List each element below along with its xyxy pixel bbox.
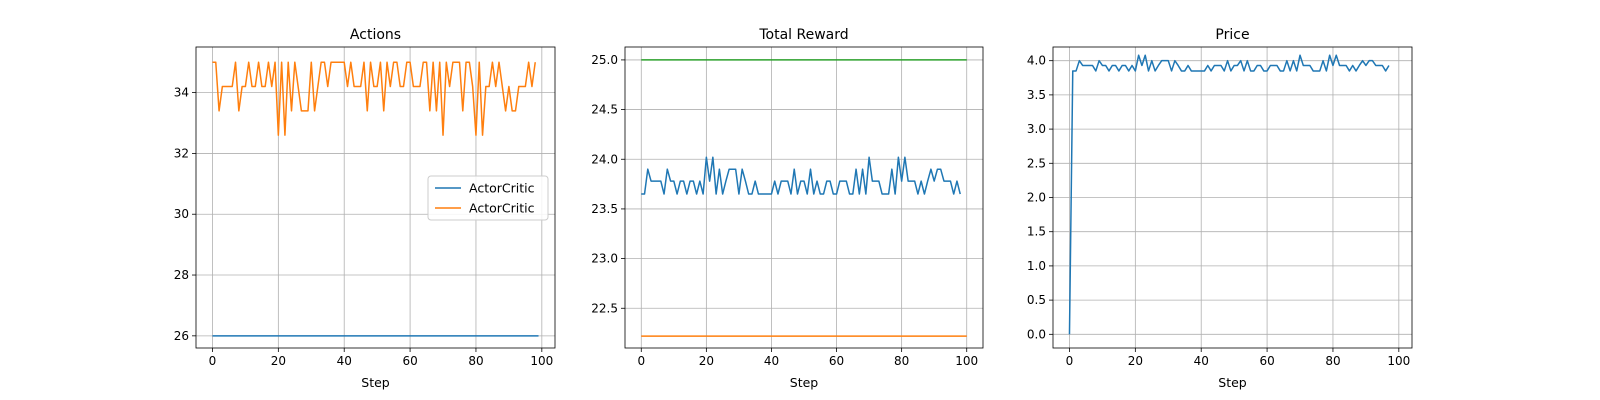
chart-title: Price — [1215, 27, 1249, 43]
y-tick-label: 34 — [174, 86, 189, 100]
x-tick-label: 80 — [894, 354, 909, 368]
y-tick-label: 22.5 — [591, 301, 618, 315]
y-tick-label: 1.5 — [1027, 225, 1046, 239]
x-tick-label: 40 — [764, 354, 779, 368]
x-tick-label: 40 — [1194, 354, 1209, 368]
y-tick-label: 3.5 — [1027, 88, 1046, 102]
legend-box — [427, 175, 549, 221]
series-line-2 — [212, 61, 536, 136]
x-tick-label: 0 — [209, 354, 217, 368]
series-line-1 — [1068, 54, 1390, 335]
y-tick-label: 2.0 — [1027, 191, 1046, 205]
x-tick-label: 100 — [955, 354, 978, 368]
x-axis-label: Step — [361, 375, 390, 390]
chart-title: Total Reward — [758, 27, 848, 43]
x-tick-label: 60 — [1259, 354, 1274, 368]
x-tick-label: 40 — [337, 354, 352, 368]
x-tick-label: 0 — [1066, 354, 1074, 368]
chart-title: Actions — [350, 27, 401, 43]
y-tick-label: 30 — [174, 207, 189, 221]
y-tick-label: 0.5 — [1027, 293, 1046, 307]
y-tick-label: 23.5 — [591, 202, 618, 216]
legend: ActorCritic ActorCritic — [427, 175, 549, 221]
x-tick-label: 0 — [637, 354, 645, 368]
y-tick-label: 24.5 — [591, 103, 618, 117]
x-tick-label: 60 — [402, 354, 417, 368]
x-axis-label: Step — [790, 375, 819, 390]
y-tick-label: 32 — [174, 146, 189, 160]
y-tick-label: 0.0 — [1027, 327, 1046, 341]
x-tick-label: 80 — [468, 354, 483, 368]
subplot-1: 0 20 40 60 80 100 26 28 30 32 34 Actions Step ActorCr… — [174, 27, 556, 390]
x-tick-label: 60 — [829, 354, 844, 368]
subplot-3: 0 20 40 60 80 100 0.0 0.5 1.0 1.5 2.0 2.5 3.0 3.5 4.0 P… — [1027, 27, 1413, 390]
y-tick-label: 4.0 — [1027, 54, 1046, 68]
y-tick-label: 2.5 — [1027, 156, 1046, 170]
legend-label: ActorCritic — [469, 181, 535, 196]
legend-label: ActorCritic — [469, 201, 535, 216]
y-tick-label: 23.0 — [591, 252, 618, 266]
x-axis-label: Step — [1218, 375, 1247, 390]
x-tick-label: 20 — [699, 354, 714, 368]
subplot-2: 0 20 40 60 80 100 22.5 23.0 23.5 24.0 24.5 25.0 Tota… — [591, 27, 984, 390]
y-tick-label: 24.0 — [591, 152, 618, 166]
axes-frame — [624, 46, 984, 349]
y-tick-label: 1.0 — [1027, 259, 1046, 273]
x-tick-label: 20 — [271, 354, 286, 368]
x-tick-label: 20 — [1128, 354, 1143, 368]
y-tick-label: 3.0 — [1027, 122, 1046, 136]
series-line-3 — [641, 156, 961, 195]
y-tick-label: 28 — [174, 268, 189, 282]
x-tick-label: 100 — [530, 354, 553, 368]
x-tick-label: 80 — [1325, 354, 1340, 368]
axes-frame — [195, 46, 556, 349]
x-tick-label: 100 — [1387, 354, 1410, 368]
y-tick-label: 26 — [174, 329, 189, 343]
y-tick-label: 25.0 — [591, 53, 618, 67]
